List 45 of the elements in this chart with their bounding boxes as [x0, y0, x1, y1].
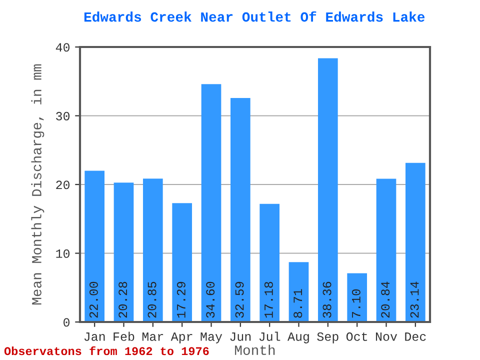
- bar: [143, 178, 163, 322]
- bar: [318, 58, 338, 322]
- data-label: 20.84: [381, 282, 390, 318]
- x-tick-label: Nov: [376, 332, 398, 341]
- data-label: 17.18: [264, 282, 273, 318]
- chart-title: Edwards Creek Near Outlet Of Edwards Lake: [84, 11, 425, 22]
- data-label: 32.59: [235, 282, 244, 318]
- data-label: 22.00: [89, 282, 98, 318]
- y-tick-label: 10: [56, 249, 70, 258]
- bar: [230, 98, 250, 322]
- x-tick-label: Mar: [142, 332, 164, 341]
- data-label: 7.10: [352, 289, 360, 318]
- x-tick-label: Feb: [114, 332, 134, 341]
- bar: [406, 162, 426, 322]
- bar: [260, 204, 280, 322]
- y-axis-title: Mean Monthly Discharge, in mm: [31, 64, 44, 304]
- x-tick-label: Sep: [317, 332, 338, 344]
- data-label: 8.71: [294, 289, 302, 318]
- data-label: 23.14: [410, 282, 419, 318]
- bar: [347, 273, 367, 322]
- bar: [288, 262, 309, 322]
- y-tick-label: 20: [56, 180, 70, 190]
- x-tick-label: Aug: [287, 332, 309, 344]
- x-tick-label: Jun: [230, 332, 251, 341]
- x-tick-label: Oct: [346, 332, 368, 341]
- data-label: 20.28: [118, 282, 128, 318]
- x-axis-title: Month: [235, 344, 275, 355]
- bar: [114, 182, 134, 322]
- bar: [201, 84, 222, 322]
- bar: [172, 203, 192, 322]
- bar: [376, 178, 396, 322]
- x-tick-label: Jan: [84, 332, 105, 341]
- y-tick-label: 30: [56, 112, 70, 120]
- data-label: 20.85: [148, 282, 156, 318]
- y-tick-label: 40: [56, 43, 70, 52]
- x-tick-label: Apr: [170, 332, 192, 344]
- bar: [84, 170, 104, 322]
- data-label: 17.29: [176, 282, 186, 318]
- x-tick-label: Dec: [405, 332, 426, 341]
- data-label: 34.60: [206, 282, 215, 318]
- y-tick-label: 0: [64, 318, 70, 327]
- text: Observatons from 1962 to 1976: [4, 346, 209, 356]
- data-label: 38.36: [322, 282, 332, 318]
- x-tick-label: May: [200, 332, 222, 344]
- x-tick-label: Jul: [259, 332, 280, 341]
